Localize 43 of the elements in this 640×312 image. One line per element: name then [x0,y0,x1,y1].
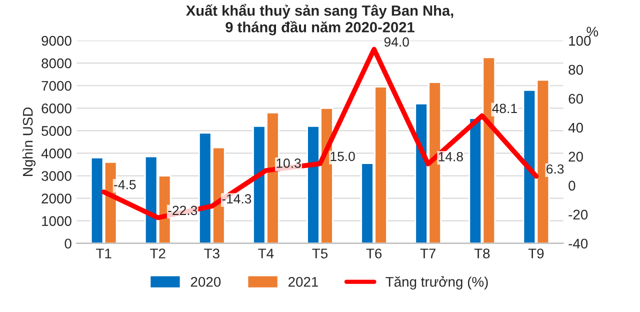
data-label: 15.0 [330,152,355,162]
y-tick-label: 1000 [42,216,72,226]
y2-tick-label: -20 [568,210,588,220]
y-tick-label: 0 [64,238,72,249]
legend-label: 2020 [190,276,221,287]
legend-label: Tăng trưởng (%) [386,276,488,290]
y-tick-label: 2000 [42,194,72,204]
x-tick-label: T1 [96,248,112,258]
y2-tick-label: -40 [568,238,588,249]
y2-tick-label: 0 [568,180,576,191]
x-tick-label: T3 [204,248,220,258]
y-tick-label: 7000 [42,80,72,91]
data-label: 10.3 [276,158,301,168]
legend-label: 2021 [288,276,318,287]
y-tick-label: 3000 [42,171,72,181]
x-tick-label: T6 [366,248,382,258]
y-tick-label: 9000 [42,36,72,46]
y-tick-label: 4000 [41,148,72,158]
data-label: 6.3 [546,164,564,174]
x-tick-label: T2 [150,248,166,258]
data-label: -4.5 [114,180,136,190]
y-tick-label: 8000 [42,58,72,68]
x-tick-label: T4 [258,248,274,258]
x-tick-label: T8 [474,248,490,258]
y-tick-label: 6000 [42,103,72,114]
data-label: -22.3 [168,206,198,216]
y2-tick-label: 20 [568,152,583,162]
x-tick-label: T7 [420,248,436,258]
y2-tick-label: 80 [568,64,583,75]
y2-tick-label: 40 [568,122,583,133]
data-label: 94.0 [384,37,409,47]
chart-title: Xuất khẩu thuỷ sản sang Tây Ban Nha, 9 tháng đầu năm 2020-2021 [186,4,454,36]
data-label: 14.8 [438,152,463,162]
data-label: -14.3 [222,194,252,204]
y2-tick-label: 100 [569,36,591,46]
y-tick-label: 5000 [42,126,72,136]
y2-axis-title: % [586,26,598,37]
y2-tick-label: 60 [568,94,583,104]
line-series [101,46,539,220]
y-axis-title: Nghìn USD [22,108,36,176]
x-tick-label: T5 [312,248,328,258]
data-label: 48.1 [492,104,517,114]
x-tick-label: T9 [528,248,544,258]
